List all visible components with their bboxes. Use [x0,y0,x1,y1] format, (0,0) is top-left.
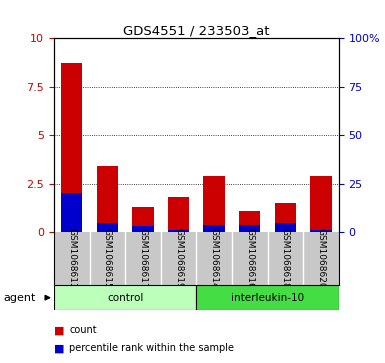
Bar [203,225,225,232]
Bar [275,203,296,232]
Bar [132,207,154,232]
Text: agent: agent [4,293,36,303]
Text: GSM1068615: GSM1068615 [103,228,112,289]
Bar [196,285,339,310]
Title: GDS4551 / 233503_at: GDS4551 / 233503_at [123,24,270,37]
Text: GSM1068620: GSM1068620 [316,228,325,289]
Text: interleukin-10: interleukin-10 [231,293,304,303]
Text: GSM1068618: GSM1068618 [281,228,290,289]
Text: GSM1068617: GSM1068617 [139,228,147,289]
Text: GSM1068616: GSM1068616 [245,228,254,289]
Bar [132,227,154,232]
Bar [61,193,82,232]
Text: control: control [107,293,143,303]
Bar [97,166,118,232]
Bar [239,225,260,232]
Bar [203,176,225,232]
Text: GSM1068614: GSM1068614 [210,228,219,289]
Bar [275,223,296,232]
Bar [310,176,332,232]
Text: ■: ■ [54,325,64,335]
Text: percentile rank within the sample: percentile rank within the sample [69,343,234,354]
Text: GSM1068613: GSM1068613 [67,228,76,289]
Text: ■: ■ [54,343,64,354]
Bar [168,197,189,232]
Text: count: count [69,325,97,335]
Bar [239,211,260,232]
Bar [61,64,82,232]
Text: GSM1068619: GSM1068619 [174,228,183,289]
Bar [310,231,332,232]
Bar [168,231,189,232]
Bar [54,285,196,310]
Bar [97,223,118,232]
